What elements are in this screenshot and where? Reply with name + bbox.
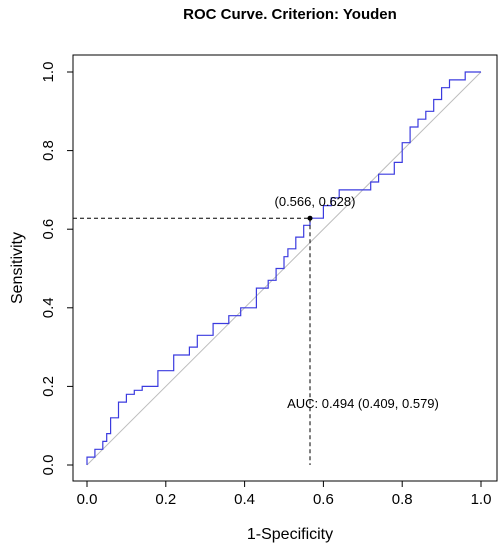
chart-title: ROC Curve. Criterion: Youden: [183, 6, 397, 23]
y-tick-label: 0.2: [40, 376, 57, 397]
roc-curve-line: [86, 71, 481, 465]
x-tick-label: 1.0: [471, 491, 492, 508]
x-axis-label: 1-Specificity: [247, 526, 333, 543]
optimal-point-label: (0.566, 0.628): [275, 194, 356, 209]
x-tick-label: 0.4: [234, 491, 255, 508]
y-tick-label: 0.0: [40, 455, 57, 476]
x-tick-label: 0.0: [77, 491, 98, 508]
y-tick-label: 0.4: [40, 297, 57, 318]
x-tick-label: 0.6: [313, 491, 334, 508]
x-tick-label: 0.8: [392, 491, 413, 508]
x-tick-label: 0.2: [155, 491, 176, 508]
y-tick-label: 0.6: [40, 219, 57, 240]
y-tick-label: 0.8: [40, 140, 57, 161]
auc-label: AUC: 0.494 (0.409, 0.579): [287, 396, 439, 411]
y-axis-label: Sensitivity: [9, 232, 26, 304]
plot-frame: [72, 54, 498, 482]
plot-area: 0.0 0.2 0.4 0.6 0.8 1.0 0.0 0.2 0.4 0.6 0.8 1.0 (0.5…: [40, 54, 498, 508]
y-tick-label: 1.0: [40, 62, 57, 83]
optimal-point-marker: [307, 215, 313, 221]
